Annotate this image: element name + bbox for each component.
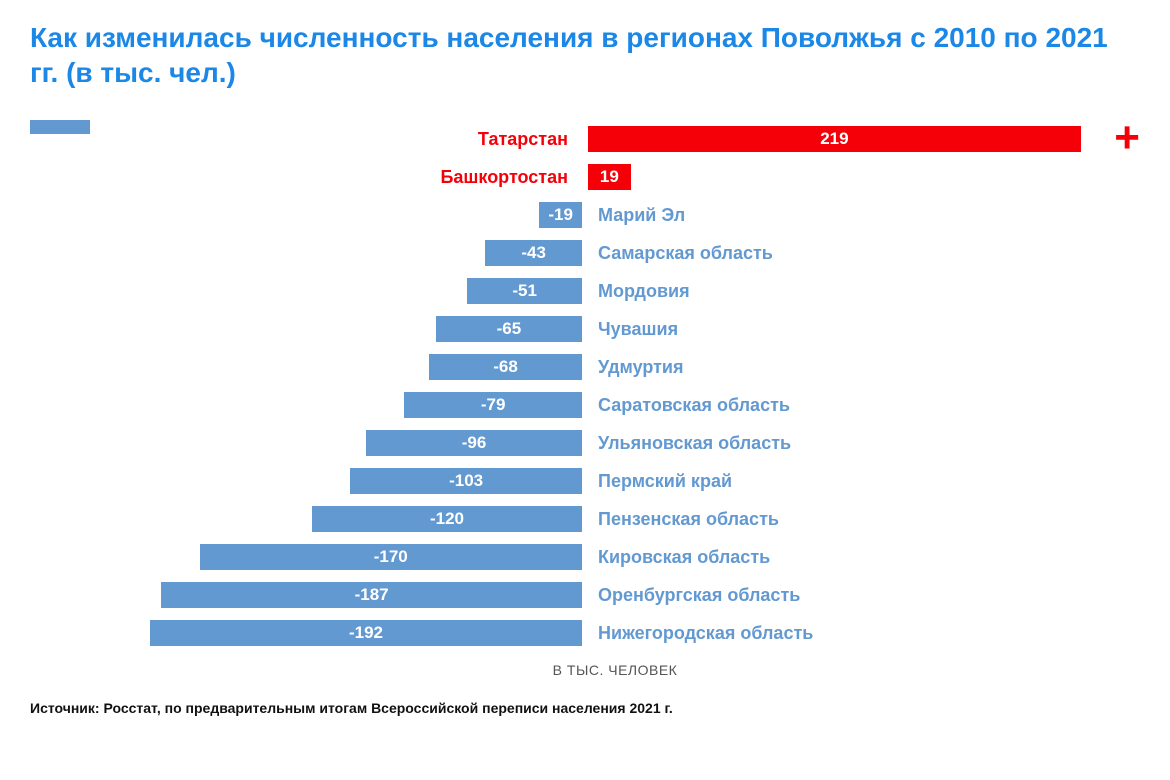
bar-row: -170 Кировская область <box>30 538 1140 576</box>
region-label: Самарская область <box>598 243 773 264</box>
region-label: Кировская область <box>598 547 770 568</box>
positive-bar: 219 <box>588 126 1081 152</box>
bar-row: -79 Саратовская область <box>30 386 1140 424</box>
bar-rows: 219 Татарстан 19 Башкортостан -19 Марий Эл -43… <box>30 120 1140 652</box>
negative-bar: -170 <box>200 544 583 570</box>
bar-row: -192 Нижегородская область <box>30 614 1140 652</box>
negative-bar: -51 <box>467 278 582 304</box>
negative-bar: -68 <box>429 354 582 380</box>
bar-row: 19 Башкортостан <box>30 158 1140 196</box>
negative-bar: -103 <box>350 468 582 494</box>
chart-title: Как изменилась численность населения в р… <box>30 20 1140 90</box>
bar-row: -187 Оренбургская область <box>30 576 1140 614</box>
region-label: Удмуртия <box>598 357 683 378</box>
region-label: Саратовская область <box>598 395 790 416</box>
bar-row: 219 Татарстан <box>30 120 1140 158</box>
positive-bar: 19 <box>588 164 631 190</box>
bar-row: -103 Пермский край <box>30 462 1140 500</box>
negative-bar: -43 <box>485 240 582 266</box>
bar-row: -19 Марий Эл <box>30 196 1140 234</box>
negative-bar: -96 <box>366 430 582 456</box>
negative-bar: -65 <box>436 316 582 342</box>
negative-bar: -187 <box>161 582 582 608</box>
negative-bar: -192 <box>150 620 582 646</box>
region-label: Мордовия <box>598 281 690 302</box>
region-label: Пермский край <box>598 471 732 492</box>
bar-row: -120 Пензенская область <box>30 500 1140 538</box>
region-label: Башкортостан <box>440 167 568 188</box>
bar-row: -65 Чувашия <box>30 310 1140 348</box>
region-label: Чувашия <box>598 319 678 340</box>
region-label: Нижегородская область <box>598 623 813 644</box>
negative-bar: -79 <box>404 392 582 418</box>
region-label: Татарстан <box>478 129 568 150</box>
bar-row: -51 Мордовия <box>30 272 1140 310</box>
region-label: Марий Эл <box>598 205 685 226</box>
negative-bar: -120 <box>312 506 582 532</box>
bar-row: -68 Удмуртия <box>30 348 1140 386</box>
bar-row: -43 Самарская область <box>30 234 1140 272</box>
chart-area: + 219Татарстан19Башкортостан-19Марий Эл-… <box>30 120 1140 678</box>
source-text: Источник: Росстат, по предварительным ит… <box>30 700 1140 716</box>
negative-bar: -19 <box>539 202 582 228</box>
region-label: Пензенская область <box>598 509 779 530</box>
bar-row: -96 Ульяновская область <box>30 424 1140 462</box>
axis-label: В ТЫС. ЧЕЛОВЕК <box>90 662 1140 678</box>
region-label: Ульяновская область <box>598 433 791 454</box>
region-label: Оренбургская область <box>598 585 800 606</box>
